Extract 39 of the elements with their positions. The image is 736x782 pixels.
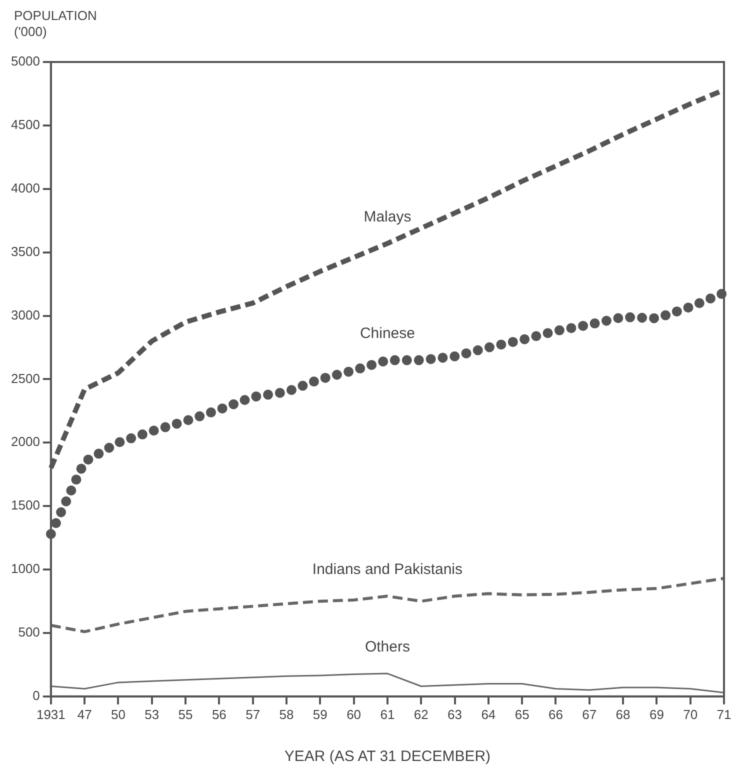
- y-tick-label: 3500: [11, 244, 40, 259]
- y-tick-label: 4000: [11, 180, 40, 196]
- y-tick-label: 4500: [11, 117, 40, 132]
- series-label: Others: [364, 638, 410, 656]
- x-tick-label: 56: [212, 706, 226, 722]
- x-tick-label: 70: [683, 706, 698, 722]
- x-tick-label: 57: [246, 706, 260, 722]
- y-tick-label: 2000: [11, 434, 40, 450]
- x-tick-label: 60: [346, 706, 362, 722]
- x-tick-label: 58: [279, 706, 294, 722]
- x-tick-label: 71: [716, 706, 732, 722]
- x-tick-label: 53: [144, 706, 160, 722]
- x-tick-label: 69: [649, 706, 664, 722]
- x-tick-label: 65: [514, 706, 530, 722]
- y-tick-label: 0: [32, 688, 40, 703]
- x-tick-label: 1931: [36, 706, 66, 722]
- x-tick-label: 62: [414, 706, 428, 722]
- x-tick-label: 61: [380, 706, 395, 722]
- y-tick-label: 1500: [11, 498, 40, 513]
- x-tick-label: 50: [110, 706, 126, 722]
- x-tick-label: 59: [312, 706, 328, 722]
- y-axis-title: POPULATION ('000): [14, 8, 98, 40]
- y-tick-label: 3000: [11, 307, 40, 322]
- series-label: Chinese: [360, 325, 415, 342]
- x-tick-label: 68: [616, 706, 630, 722]
- y-tick-label: 500: [18, 624, 40, 640]
- x-tick-label: 64: [481, 706, 496, 722]
- y-tick-label: 1000: [11, 561, 40, 576]
- x-axis-title: YEAR (AS AT 31 DECEMBER): [284, 748, 491, 766]
- x-tick-label: 67: [582, 706, 597, 722]
- line-series: [49, 576, 726, 634]
- y-tick-label: 5000: [11, 54, 40, 69]
- series-label: Malays: [364, 208, 412, 226]
- x-tick-label: 66: [548, 706, 563, 722]
- x-tick-label: 63: [448, 706, 462, 722]
- x-tick-label: 55: [178, 706, 193, 722]
- x-tick-label: 47: [77, 706, 92, 722]
- y-tick-label: 2500: [11, 370, 40, 386]
- series-label: Indians and Pakistanis: [312, 561, 463, 578]
